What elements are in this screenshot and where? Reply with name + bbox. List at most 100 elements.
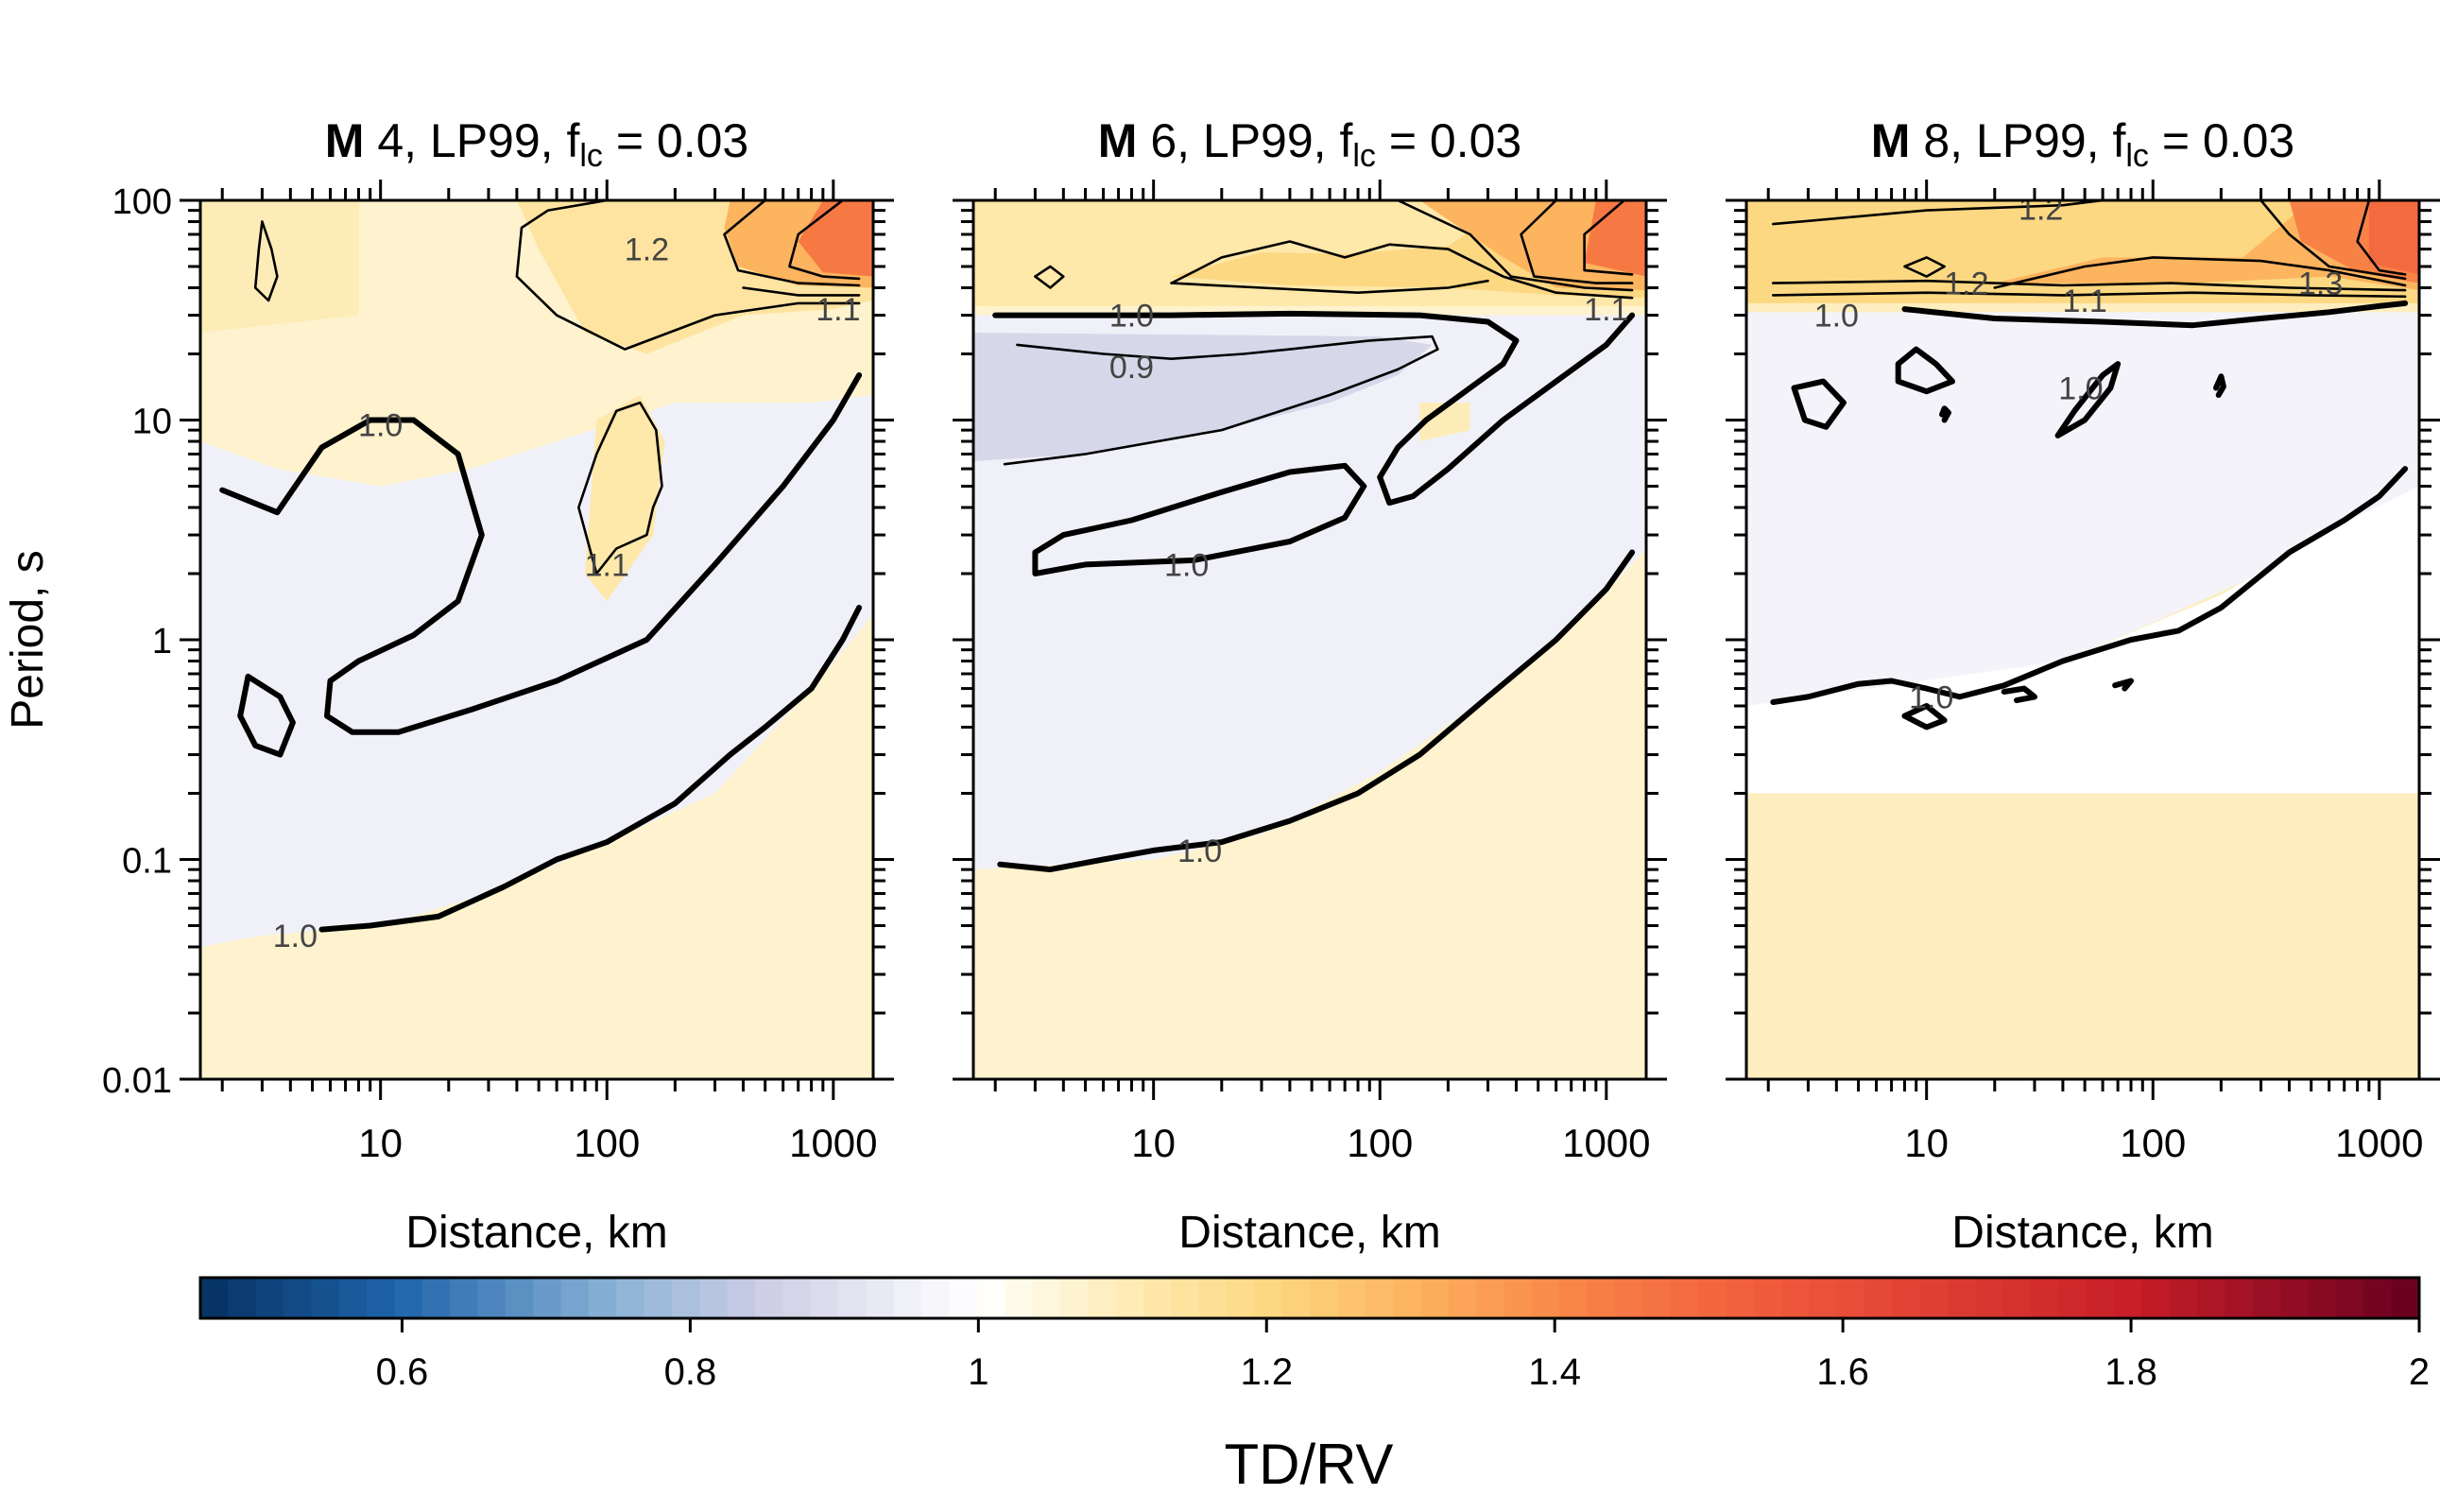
colorbar-swatch bbox=[2031, 1278, 2060, 1318]
colorbar-swatch bbox=[1587, 1278, 1616, 1318]
contour-label: 1.2 bbox=[1944, 266, 1988, 302]
heatmap-region bbox=[1584, 200, 1646, 277]
colorbar-swatch bbox=[1670, 1278, 1699, 1318]
colorbar-tick-label: 1.8 bbox=[2105, 1351, 2157, 1393]
contour-line bbox=[2213, 373, 2226, 398]
colorbar-swatch bbox=[255, 1278, 284, 1318]
colorbar-swatch bbox=[200, 1278, 229, 1318]
title-text: 4, LP99, f bbox=[364, 114, 579, 167]
panel-m4: M 4, LP99, flc = 0.03 Distance, km Perio… bbox=[3, 114, 894, 1258]
colorbar-swatch bbox=[1975, 1278, 2004, 1318]
contour-line bbox=[1901, 300, 2409, 329]
colorbar-swatch bbox=[1310, 1278, 1338, 1318]
colorbar-swatch bbox=[699, 1278, 729, 1318]
colorbar-swatch bbox=[921, 1278, 951, 1318]
colorbar-swatch bbox=[1809, 1278, 1838, 1318]
contour-line bbox=[2112, 678, 2134, 692]
panel-title: M 8, LP99, flc = 0.03 bbox=[1871, 114, 2294, 174]
colorbar-swatch bbox=[1365, 1278, 1394, 1318]
colorbar-tick-label: 2 bbox=[2409, 1351, 2430, 1393]
x-tick-label: 100 bbox=[574, 1121, 640, 1165]
title-subscript: lc bbox=[1352, 138, 1376, 174]
title-bold: M bbox=[1098, 114, 1138, 167]
heatmap-area: 1.0 0.9 1.1 1.0 1.0 bbox=[973, 200, 1646, 1079]
colorbar-swatch bbox=[1503, 1278, 1533, 1318]
colorbar-swatch bbox=[644, 1278, 673, 1318]
colorbar-swatch bbox=[1254, 1278, 1283, 1318]
colorbar-swatch bbox=[367, 1278, 396, 1318]
colorbar-swatch bbox=[1614, 1278, 1643, 1318]
axes: 10 100 1000 0.01 0.1 1 10 100 bbox=[102, 180, 894, 1165]
colorbar-swatch bbox=[2141, 1278, 2171, 1318]
colorbar-swatch bbox=[1281, 1278, 1311, 1318]
contour-label: 0.9 bbox=[1109, 350, 1154, 386]
colorbar-swatch bbox=[505, 1278, 534, 1318]
panel-m8: M 8, LP99, flc = 0.03 Distance, km 1.21.… bbox=[1726, 114, 2440, 1258]
colorbar-swatch bbox=[1726, 1278, 1755, 1318]
colorbar-swatch bbox=[1448, 1278, 1477, 1318]
colorbar-swatch bbox=[1531, 1278, 1560, 1318]
contour-label: 1.1 bbox=[816, 292, 860, 328]
contour-line bbox=[992, 310, 1636, 507]
heatmap-region bbox=[1746, 486, 2419, 794]
contour-line bbox=[1583, 200, 1634, 276]
colorbar-swatch bbox=[1005, 1278, 1034, 1318]
title-text: 8, LP99, f bbox=[1910, 114, 2125, 167]
panel-m6: M 6, LP99, flc = 0.03 Distance, km 1.0 0.… bbox=[953, 114, 1667, 1258]
contour-line bbox=[1772, 291, 2407, 299]
contour-line bbox=[1993, 256, 2407, 289]
y-tick-label: 0.1 bbox=[122, 842, 172, 882]
contour-line bbox=[1396, 200, 1634, 292]
colorbar-swatch bbox=[421, 1278, 451, 1318]
contour-line bbox=[253, 220, 279, 302]
x-tick-label: 1000 bbox=[1562, 1121, 1650, 1165]
contour-line bbox=[2001, 685, 2037, 704]
contour-line bbox=[788, 200, 861, 281]
title-end: = 0.03 bbox=[1376, 114, 1521, 167]
contour-label: 1.2 bbox=[2019, 191, 2063, 227]
y-tick-label: 0.01 bbox=[102, 1061, 172, 1101]
axes: 10 100 1000 bbox=[953, 180, 1667, 1165]
colorbar-swatch bbox=[2086, 1278, 2115, 1318]
colorbar-swatch bbox=[2197, 1278, 2226, 1318]
colorbar-swatch bbox=[1032, 1278, 1061, 1318]
heatmap-region bbox=[973, 315, 1646, 870]
colorbar-swatch bbox=[2002, 1278, 2032, 1318]
contour-line bbox=[1032, 462, 1367, 576]
colorbar-swatch bbox=[1919, 1278, 1949, 1318]
colorbar-swatch bbox=[671, 1278, 700, 1318]
colorbar-swatch bbox=[2252, 1278, 2281, 1318]
colorbar-tick-label: 1.6 bbox=[1816, 1351, 1869, 1393]
colorbar-swatch bbox=[1115, 1278, 1144, 1318]
colorbar-swatch bbox=[311, 1278, 340, 1318]
colorbar-tick-label: 1 bbox=[968, 1351, 988, 1393]
axes: 10 100 1000 bbox=[1726, 180, 2440, 1165]
title-text: 6, LP99, f bbox=[1137, 114, 1352, 167]
colorbar-swatch bbox=[2058, 1278, 2088, 1318]
x-tick-label: 10 bbox=[1904, 1121, 1949, 1165]
colorbar-swatch bbox=[866, 1278, 895, 1318]
colorbar-frame bbox=[198, 1276, 2421, 1320]
contour-label: 1.0 bbox=[2058, 371, 2103, 407]
contour-line bbox=[1770, 466, 2409, 705]
colorbar-swatch bbox=[560, 1278, 590, 1318]
contour-line bbox=[1791, 378, 1847, 430]
title-subscript: lc bbox=[2125, 138, 2149, 174]
contour-label: 1.0 bbox=[1177, 833, 1222, 869]
contour-line bbox=[1901, 703, 1948, 730]
contour-label: 1.0 bbox=[358, 408, 403, 444]
colorbar-swatch bbox=[588, 1278, 617, 1318]
contour-label: 1.0 bbox=[1164, 547, 1209, 583]
colorbar-swatch bbox=[1226, 1278, 1255, 1318]
colorbar-swatch bbox=[976, 1278, 1005, 1318]
colorbar-swatch bbox=[1088, 1278, 1117, 1318]
colorbar-swatch bbox=[2280, 1278, 2310, 1318]
colorbar-swatch bbox=[2225, 1278, 2254, 1318]
y-tick-label: 1 bbox=[152, 622, 172, 662]
colorbar-swatch bbox=[2335, 1278, 2364, 1318]
colorbar-swatch bbox=[1948, 1278, 1976, 1318]
contour-line bbox=[1170, 240, 1634, 300]
heatmap-area: 1.2 1.2 1.1 1.3 1.0 1.0 1.0 bbox=[1746, 191, 2419, 1079]
colorbar-swatch bbox=[1780, 1278, 1810, 1318]
heatmap-region bbox=[973, 333, 1433, 461]
